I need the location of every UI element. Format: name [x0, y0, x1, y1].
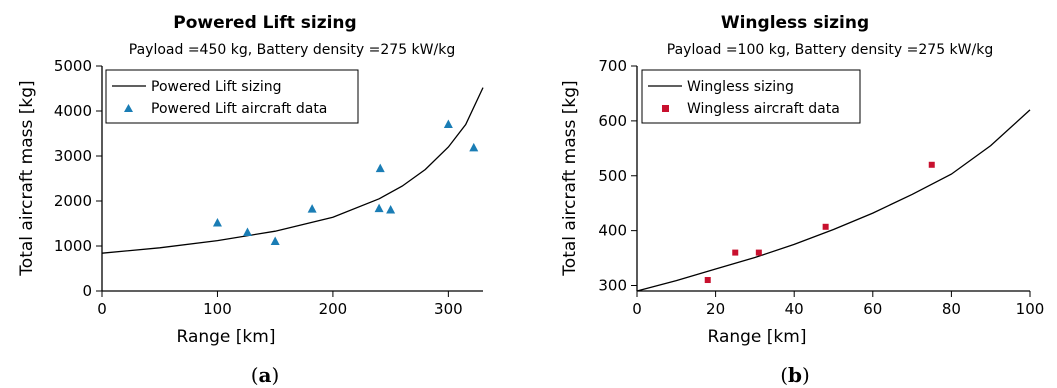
panel-b-x-tick-label: 60 — [863, 300, 882, 318]
panel-b-y-axis-label: Total aircraft mass [kg] — [560, 80, 580, 276]
panel-b-y-tick-label: 400 — [598, 222, 627, 240]
panel-b-data-point-square — [732, 249, 739, 256]
panel-b-x-tick-label: 20 — [706, 300, 725, 318]
panel-a-data-point-triangle — [307, 204, 317, 213]
panel-a-y-tick-label: 2000 — [54, 192, 92, 210]
panel-a-y-tick-label: 4000 — [54, 102, 92, 120]
panel-a-data-point-triangle — [443, 119, 453, 128]
panel-b-subtitle: Payload =100 kg, Battery density =275 kW… — [667, 42, 993, 58]
panel-a-x-tick-label: 300 — [434, 300, 463, 318]
panel-a-legend-triangle-marker — [124, 104, 133, 112]
panel-a-subtitle: Payload =450 kg, Battery density =275 kW… — [129, 42, 455, 58]
panel-a-x-tick-label: 200 — [319, 300, 348, 318]
panel-a-legend-line-label: Powered Lift sizing — [151, 79, 281, 95]
panel-a-x-tick-label: 0 — [97, 300, 107, 318]
panel-b-legend-scatter-label: Wingless aircraft data — [687, 101, 840, 117]
panel-a-legend-box — [105, 69, 359, 124]
panel-b-title: Wingless sizing — [721, 13, 869, 33]
panel-a-data-point-triangle — [469, 142, 479, 152]
panel-b-y-tick-label: 300 — [598, 277, 627, 295]
panel-a-title: Powered Lift sizing — [173, 13, 356, 33]
panel-b-x-tick-label: 100 — [1016, 300, 1045, 318]
panel-b-x-tick-label: 40 — [785, 300, 804, 318]
panel-b-legend: Wingless sizing Wingless aircraft data — [641, 69, 861, 124]
panel-b-legend-box — [641, 69, 861, 124]
panel-a-data-point-triangle — [242, 227, 252, 236]
panel-b-sizing-curve — [636, 109, 1031, 292]
panel-b-y-tick-label: 600 — [598, 112, 627, 130]
panel-a-y-tick-label: 3000 — [54, 147, 92, 165]
panel-a-data-point-triangle — [375, 163, 385, 173]
panel-b-wingless: Wingless sizing Payload =100 kg, Battery… — [560, 13, 1044, 387]
panel-a-y-tick-label: 1000 — [54, 237, 92, 255]
panel-a-data-point-triangle — [374, 203, 384, 213]
panel-a-plot-area — [101, 87, 484, 254]
panel-a-y-axis-label: Total aircraft mass [kg] — [17, 80, 37, 276]
panel-a-y-tick-label: 0 — [82, 282, 92, 300]
panel-b-label: (b) — [780, 363, 810, 387]
panel-a-legend-scatter-label: Powered Lift aircraft data — [151, 101, 327, 117]
panel-b-x-tick-label: 80 — [942, 300, 961, 318]
panel-a-y-tick-label: 5000 — [54, 57, 92, 75]
panel-a-powered-lift: Powered Lift sizing Payload =450 kg, Bat… — [17, 13, 484, 387]
panel-a-x-tick-label: 100 — [203, 300, 232, 318]
panel-b-x-tick-label: 0 — [632, 300, 642, 318]
panel-b-y-tick-label: 700 — [598, 57, 627, 75]
panel-a-legend: Powered Lift sizing Powered Lift aircraf… — [105, 69, 359, 124]
panel-a-data-point-triangle — [270, 236, 280, 245]
panel-b-y-tick-label: 500 — [598, 167, 627, 185]
panel-b-data-point-square — [822, 223, 829, 230]
panel-a-data-point-triangle — [212, 218, 222, 227]
panel-b-data-point-square — [755, 249, 762, 256]
panel-b-x-axis-label: Range [km] — [708, 327, 807, 347]
panel-a-data-point-triangle — [386, 205, 396, 214]
panel-b-legend-square-marker — [662, 105, 669, 112]
panel-a-x-axis-label: Range [km] — [177, 327, 276, 347]
panel-a-sizing-curve — [101, 87, 484, 254]
panel-a-label: (a) — [251, 363, 280, 387]
panel-b-legend-line-label: Wingless sizing — [687, 79, 794, 95]
panel-b-axes: 0 20 40 60 80 100 300 400 500 600 700 — [598, 57, 1044, 318]
panel-b-data-point-square — [704, 277, 711, 284]
panel-b-plot-area — [636, 109, 1031, 292]
panel-b-data-point-square — [928, 161, 935, 168]
